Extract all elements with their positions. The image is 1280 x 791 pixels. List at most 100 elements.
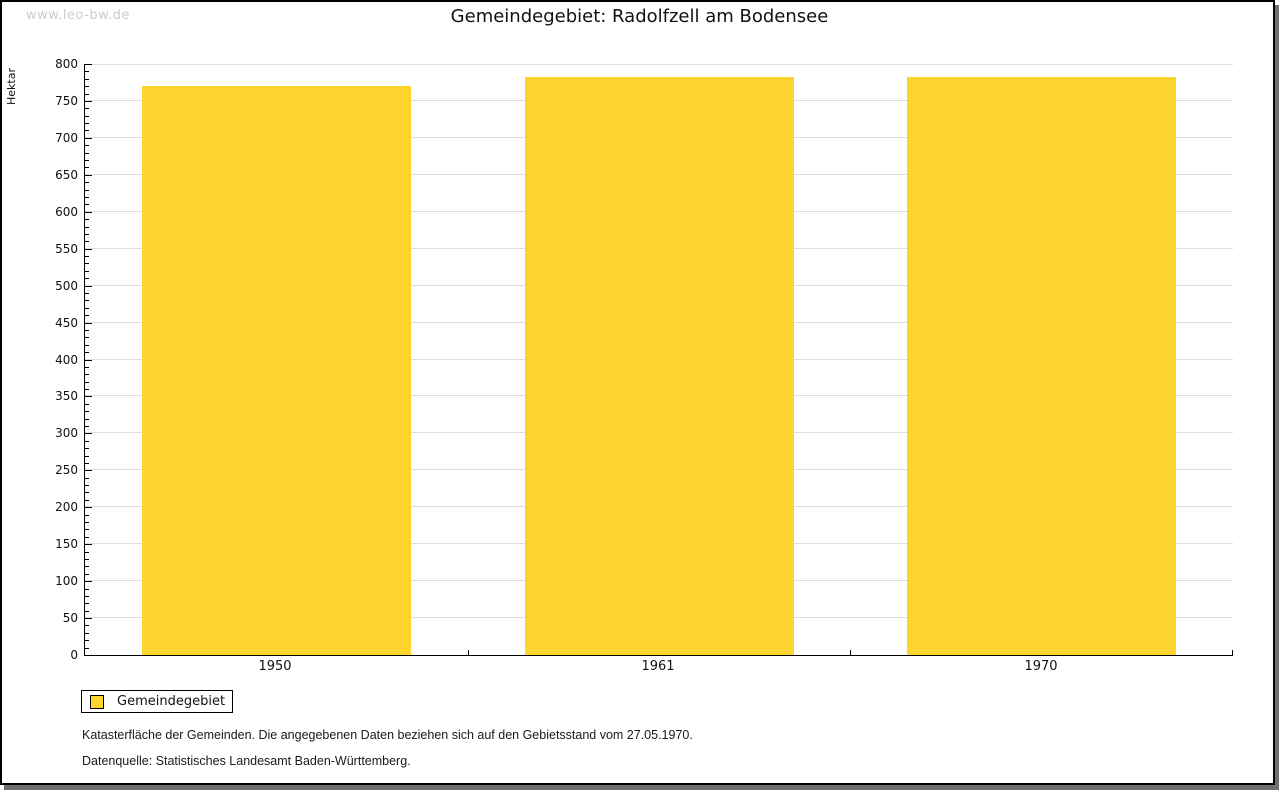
y-axis-minor-tick (85, 94, 89, 95)
y-axis-minor-tick (85, 160, 89, 161)
y-axis-major-tick (85, 212, 92, 213)
y-tick-label: 550 (55, 242, 78, 256)
y-axis-minor-tick (85, 456, 89, 457)
y-axis-minor-tick (85, 256, 89, 257)
y-axis-minor-tick (85, 485, 89, 486)
y-axis-major-tick (85, 323, 92, 324)
bar-1950 (142, 86, 411, 655)
y-axis-minor-tick (85, 603, 89, 604)
y-tick-label: 600 (55, 205, 78, 219)
y-axis-minor-tick (85, 227, 89, 228)
y-axis-minor-tick (85, 389, 89, 390)
y-tick-label: 350 (55, 389, 78, 403)
x-tick-label: 1970 (1024, 659, 1058, 674)
y-tick-label: 400 (55, 353, 78, 367)
x-axis-separator-tick (850, 650, 851, 655)
y-tick-label: 50 (62, 611, 78, 625)
y-axis-minor-tick (85, 167, 89, 168)
y-axis-minor-tick (85, 345, 89, 346)
y-axis-minor-tick (85, 382, 89, 383)
y-axis-minor-tick (85, 293, 89, 294)
y-axis-minor-tick (85, 86, 89, 87)
y-tick-label: 750 (55, 94, 78, 108)
x-tick-label: 1961 (641, 659, 675, 674)
y-axis-minor-tick (85, 374, 89, 375)
y-axis-label: Hektar (5, 68, 18, 106)
bar-1970 (907, 77, 1176, 655)
y-axis-major-tick (85, 581, 92, 582)
gridline (85, 64, 1233, 65)
y-axis-major-tick (85, 470, 92, 471)
y-tick-label: 800 (55, 57, 78, 71)
y-axis-major-tick (85, 544, 92, 545)
y-axis-minor-tick (85, 71, 89, 72)
legend-label: Gemeindegebiet (117, 694, 226, 709)
y-axis-minor-tick (85, 574, 89, 575)
y-axis-minor-tick (85, 611, 89, 612)
y-axis-major-tick (85, 249, 92, 250)
y-axis-minor-tick (85, 337, 89, 338)
y-tick-label: 250 (55, 463, 78, 477)
y-axis-minor-tick (85, 537, 89, 538)
y-axis-minor-tick (85, 529, 89, 530)
y-axis-major-tick (85, 396, 92, 397)
y-axis-minor-tick (85, 463, 89, 464)
y-axis-major-tick (85, 433, 92, 434)
y-tick-label: 500 (55, 279, 78, 293)
y-axis-minor-tick (85, 197, 89, 198)
y-axis-minor-tick (85, 426, 89, 427)
x-tick-label: 1950 (258, 659, 292, 674)
y-tick-label: 300 (55, 426, 78, 440)
y-axis-major-tick (85, 618, 92, 619)
y-tick-label: 650 (55, 168, 78, 182)
y-axis-minor-tick (85, 596, 89, 597)
y-axis-minor-tick (85, 330, 89, 331)
y-axis-minor-tick (85, 367, 89, 368)
y-axis-minor-tick (85, 640, 89, 641)
y-axis-minor-tick (85, 448, 89, 449)
y-axis-minor-tick (85, 522, 89, 523)
y-axis-minor-tick (85, 411, 89, 412)
y-axis-minor-tick (85, 308, 89, 309)
y-axis-minor-tick (85, 278, 89, 279)
y-axis-minor-tick (85, 123, 89, 124)
y-axis-minor-tick (85, 108, 89, 109)
y-axis-minor-tick (85, 263, 89, 264)
y-axis-minor-tick (85, 492, 89, 493)
y-axis-minor-tick (85, 500, 89, 501)
y-axis-minor-tick (85, 515, 89, 516)
y-axis-minor-tick (85, 190, 89, 191)
y-tick-label: 450 (55, 316, 78, 330)
y-axis-major-tick (85, 507, 92, 508)
y-axis-minor-tick (85, 625, 89, 626)
y-axis-major-tick (85, 101, 92, 102)
y-axis-minor-tick (85, 219, 89, 220)
y-axis-major-tick (85, 286, 92, 287)
y-axis-minor-tick (85, 145, 89, 146)
y-tick-label: 700 (55, 131, 78, 145)
y-axis-minor-tick (85, 419, 89, 420)
y-tick-label: 200 (55, 500, 78, 514)
y-axis-minor-tick (85, 552, 89, 553)
y-axis-minor-tick (85, 130, 89, 131)
y-axis-minor-tick (85, 153, 89, 154)
y-axis-minor-tick (85, 404, 89, 405)
plot-area (84, 64, 1233, 656)
y-axis-minor-tick (85, 271, 89, 272)
legend-swatch (90, 694, 104, 709)
y-axis-minor-tick (85, 300, 89, 301)
y-tick-label: 100 (55, 574, 78, 588)
bar-1961 (525, 77, 794, 655)
y-axis-minor-tick (85, 116, 89, 117)
y-axis-minor-tick (85, 204, 89, 205)
watermark-url: www.leo-bw.de (26, 8, 130, 23)
x-axis-separator-tick (468, 650, 469, 655)
y-axis-minor-tick (85, 234, 89, 235)
y-axis-minor-tick (85, 182, 89, 183)
footnote-data-source: Datenquelle: Statistisches Landesamt Bad… (82, 754, 411, 768)
y-axis-minor-tick (85, 478, 89, 479)
y-axis-minor-tick (85, 79, 89, 80)
y-axis-major-tick (85, 175, 92, 176)
